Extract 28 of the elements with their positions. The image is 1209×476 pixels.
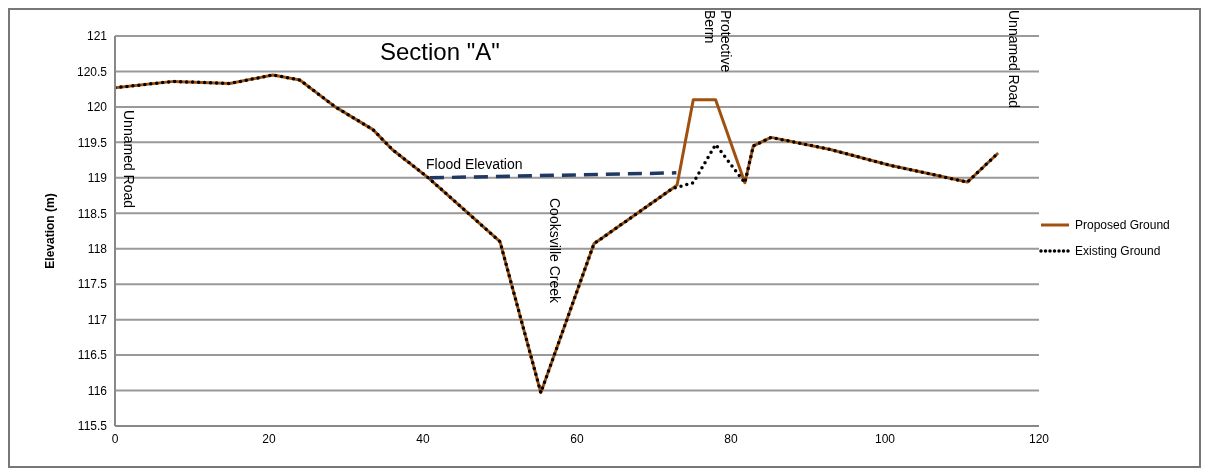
y-tick-label: 118.5 [77,206,108,221]
x-tick-label: 40 [416,431,430,446]
x-tick-label: 80 [724,431,738,446]
y-tick-label: 120.5 [76,64,108,79]
y-tick-label: 117.5 [77,277,108,292]
y-tick-label: 115.5 [77,419,108,434]
annotation: Protective Berm [702,10,734,75]
x-tick-label: 20 [262,431,276,446]
x-tick-label: 120 [1028,431,1050,446]
annotation: Flood Elevation [426,156,523,172]
y-tick-label: 116 [87,383,108,398]
annotation: Unnamed Road [1006,10,1022,109]
x-tick-label: 60 [570,431,584,446]
chart-title: Section "A" [380,38,500,66]
legend-label: Proposed Ground [1075,218,1170,232]
y-tick-label: 119 [87,171,108,186]
y-tick-label: 119.5 [77,135,108,150]
y-tick-label: 120 [86,100,108,115]
y-tick-label: 116.5 [77,348,108,363]
annotation: Cooksville Creek [547,198,563,304]
x-tick-label: 0 [111,431,119,446]
y-axis-title: Elevation (m) [43,193,58,269]
y-tick-label: 117 [87,312,108,327]
annotation: Unnamed Road [121,110,137,209]
y-tick-label: 121 [86,29,108,44]
y-tick-label: 118 [87,241,108,256]
legend-label: Existing Ground [1075,244,1161,258]
x-tick-label: 100 [874,431,896,446]
